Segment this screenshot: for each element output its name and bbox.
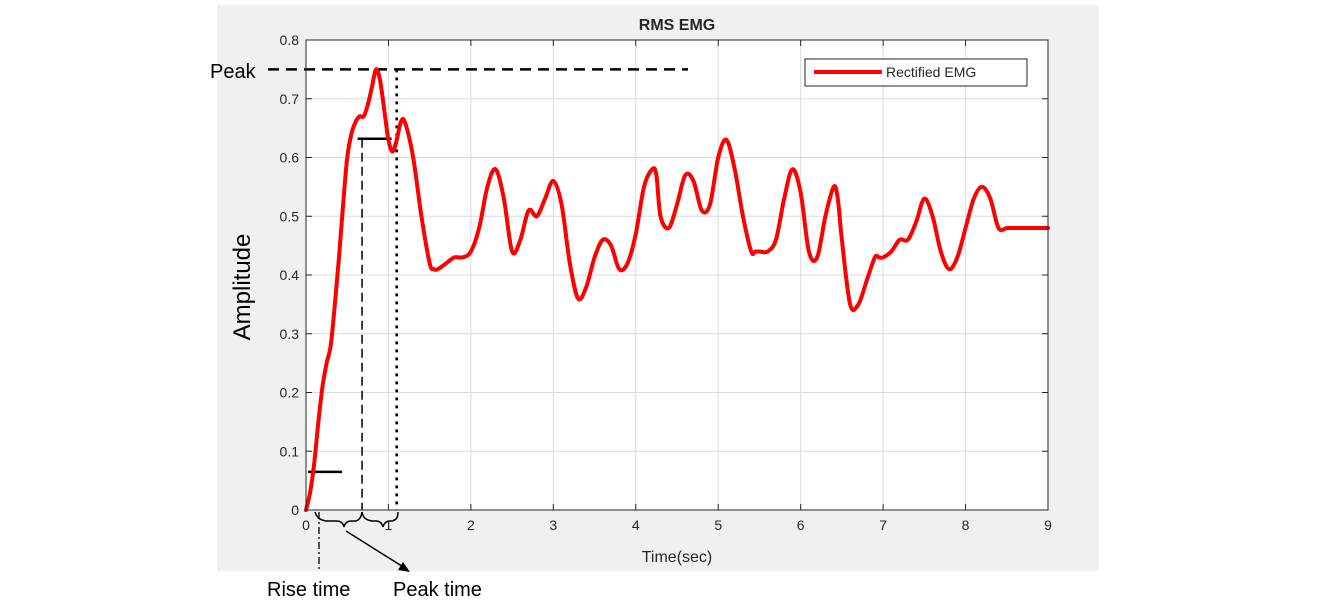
peak-time-arrowhead <box>398 562 410 572</box>
peak-time-arrow <box>345 530 406 569</box>
x-tick-label: 8 <box>962 517 970 533</box>
y-axis-ticks: 0 0.1 0.2 0.3 0.4 0.5 0.6 0.7 0.8 <box>280 32 1048 518</box>
plot-border <box>305 39 1049 511</box>
y-tick-label: 0.2 <box>280 385 300 401</box>
x-tick-label: 3 <box>549 517 557 533</box>
y-tick-label: 0.8 <box>280 32 300 48</box>
y-tick-label: 0.5 <box>280 208 300 224</box>
x-tick-label: 0 <box>302 517 310 533</box>
x-tick-label: 2 <box>467 517 475 533</box>
y-tick-label: 0.7 <box>280 91 300 107</box>
x-axis-ticks: 0 1 2 3 4 5 6 7 8 9 <box>302 40 1052 533</box>
x-tick-label: 9 <box>1044 517 1052 533</box>
y-tick-label: 0.6 <box>280 150 300 166</box>
x-axis-label: Time(sec) <box>642 549 713 566</box>
peak-label: Peak <box>210 61 257 83</box>
y-tick-label: 0 <box>291 502 299 518</box>
peak-time-brace <box>361 511 399 528</box>
peak-time-label: Peak time <box>393 579 482 601</box>
y-tick-label: 0.1 <box>280 443 300 459</box>
x-tick-label: 6 <box>797 517 805 533</box>
x-tick-label: 1 <box>385 517 393 533</box>
y-tick-label: 0.3 <box>280 326 300 342</box>
y-tick-label: 0.4 <box>280 267 300 283</box>
x-tick-label: 4 <box>632 517 640 533</box>
x-tick-label: 5 <box>714 517 722 533</box>
series-line-rectified-emg <box>304 67 1050 512</box>
rise-time-label: Rise time <box>267 579 350 601</box>
y-axis-label: Amplitude <box>229 234 256 341</box>
rise-time-brace <box>314 511 363 528</box>
legend: Rectified EMG <box>804 58 1028 87</box>
chart-title: RMS EMG <box>639 17 715 34</box>
legend-entry: Rectified EMG <box>886 64 976 80</box>
x-tick-label: 7 <box>879 517 887 533</box>
